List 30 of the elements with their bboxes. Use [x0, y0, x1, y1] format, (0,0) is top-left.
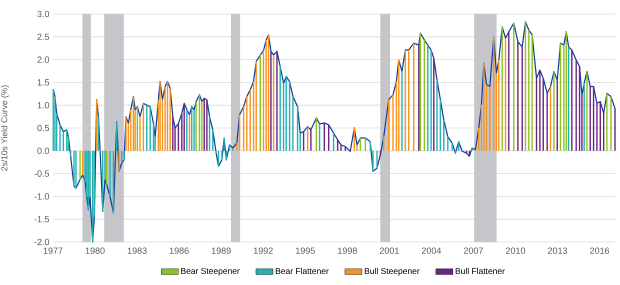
- y-axis-title: 2s/10s Yield Curve (%): [1, 85, 10, 171]
- x-tick-label: 2007: [464, 248, 483, 254]
- x-tick-label: 1998: [338, 248, 357, 254]
- x-tick-label: 1977: [44, 248, 63, 254]
- legend-label: Bull Flattener: [456, 268, 505, 274]
- x-tick-label: 1986: [170, 248, 189, 254]
- y-tick-label: -1.5: [34, 216, 50, 222]
- y-tick-label: 0.0: [37, 148, 50, 154]
- x-tick-label: 1989: [212, 248, 231, 254]
- x-tick-label: 2001: [380, 248, 399, 254]
- legend-label: Bear Flattener: [276, 268, 329, 274]
- x-tick-label: 1992: [254, 248, 273, 254]
- x-tick-label: 2013: [548, 248, 568, 254]
- y-tick-label: -0.5: [34, 170, 50, 177]
- x-tick-label: 1980: [86, 248, 105, 254]
- x-tick-label: 2010: [506, 248, 526, 254]
- y-tick-label: 2.0: [37, 56, 50, 63]
- x-tick-label: 1995: [296, 248, 315, 254]
- y-tick-label: 3.0: [37, 10, 50, 18]
- y-tick-label: 2.5: [37, 34, 50, 40]
- y-tick-label: -1.0: [34, 193, 50, 200]
- x-tick-label: 1983: [128, 248, 147, 254]
- x-tick-label: 2004: [422, 248, 442, 254]
- legend-label: Bear Steepener: [181, 268, 240, 276]
- legend-label: Bull Steepener: [364, 268, 420, 276]
- y-tick-label: -2.0: [34, 238, 50, 246]
- x-tick-label: 2016: [590, 248, 610, 254]
- y-tick-label: 1.5: [38, 79, 50, 86]
- y-tick-label: 0.5: [37, 124, 50, 132]
- y-tick-label: 1.0: [38, 102, 50, 108]
